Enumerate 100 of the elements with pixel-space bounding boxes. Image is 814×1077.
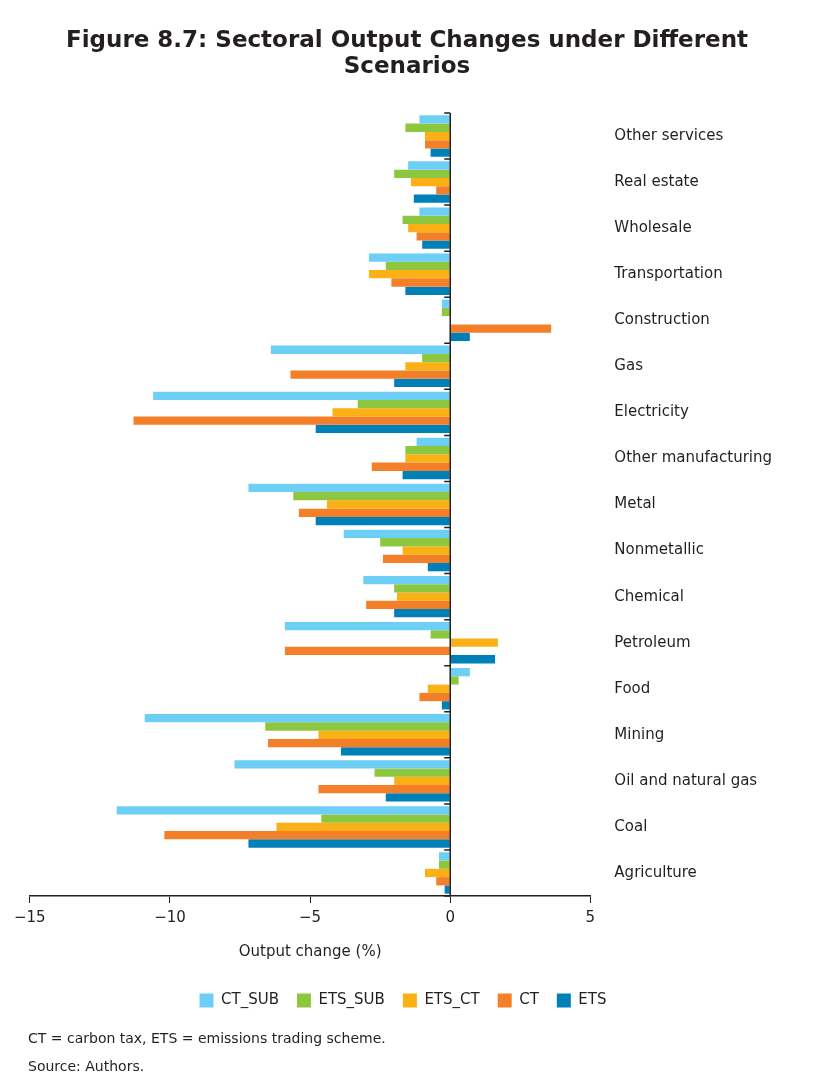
bar [270,345,450,354]
bar [368,270,450,279]
bar [450,324,552,333]
x-tick-label: −5 [299,907,322,926]
y-tick-label: Metal [614,494,656,513]
bar [439,860,450,869]
bar [318,730,450,739]
bar [405,362,450,371]
bar [394,584,450,593]
bar [315,424,450,434]
bar [268,738,450,748]
bar [321,814,450,823]
bar [430,148,450,157]
bar [371,462,450,471]
y-tick-label: Other manufacturing [614,448,773,467]
bar [144,714,450,723]
bar [402,546,450,555]
bar [450,655,496,664]
bar [366,600,450,610]
bar [276,822,450,832]
bar [284,621,450,631]
bar [343,529,450,539]
bar [340,747,450,756]
bar [164,831,450,840]
y-tick-label: Gas [614,356,644,375]
bar [293,492,450,501]
bar [419,207,450,216]
x-tick-label: 5 [585,907,596,926]
bar [382,554,450,563]
bar [133,416,450,425]
bar [416,232,450,241]
bar [394,776,450,785]
bar [332,408,450,417]
bar [450,668,470,677]
bar [402,215,450,224]
bar [153,391,450,400]
bar [439,852,450,861]
y-tick-label: Construction [614,310,710,329]
bar [422,353,450,363]
bar [298,508,450,517]
legend-label: CT_SUB [221,990,279,1010]
legend-label: ETS_CT [424,990,481,1010]
bar [436,186,450,195]
y-tick-label: Electricity [614,402,689,421]
y-tick-label: Other services [614,125,724,144]
bar [450,638,498,647]
bar [410,177,450,187]
bar [385,261,450,271]
bar [315,516,450,526]
bar [427,563,450,572]
bar [396,592,450,601]
bar [419,115,450,124]
bar [419,692,450,702]
bar [405,454,450,463]
bar [405,446,450,455]
text: CT = carbon tax, ETS = emissions trading scheme. [28,1030,387,1046]
y-tick-label: Coal [614,816,648,835]
bar [326,500,450,509]
y-tick-label: Real estate [614,171,699,190]
x-axis-title: Output change (%) [238,941,382,960]
legend-label: ETS [578,990,607,1009]
y-tick-label: Nonmetallic [614,540,704,559]
bar [380,538,450,547]
y-tick-label: Transportation [613,264,723,283]
bar [374,768,450,777]
bar [425,868,450,878]
bar [425,140,450,149]
bar [405,123,450,132]
bar [116,806,450,815]
bar [402,470,450,480]
bar [408,161,450,170]
bar [450,332,470,341]
y-tick-label: Oil and natural gas [614,770,758,789]
bar [385,793,450,802]
legend-label: ETS_SUB [318,990,385,1010]
bar [284,646,450,656]
legend-label: CT [519,990,540,1009]
y-tick-label: Chemical [614,586,684,605]
bar [416,437,450,447]
x-tick-label: −15 [14,907,46,926]
bar [357,399,450,409]
y-tick-label: Mining [614,724,665,743]
y-tick-label: Wholesale [614,218,692,237]
bar [265,722,450,731]
bar [318,785,450,794]
source-note: Source: Authors. [28,1058,146,1074]
x-tick-label: −10 [154,907,186,926]
bar [405,286,450,295]
bar [391,278,450,287]
bar [408,224,450,233]
bar [422,240,450,249]
x-tick-label: 0 [445,907,455,926]
y-tick-label: Food [614,678,651,697]
y-tick-label: Petroleum [614,632,691,651]
bar [394,609,450,618]
bar [394,169,450,178]
bar [248,483,450,493]
bar [436,877,450,886]
y-tick-label: Agriculture [614,862,697,881]
bar [368,253,450,262]
